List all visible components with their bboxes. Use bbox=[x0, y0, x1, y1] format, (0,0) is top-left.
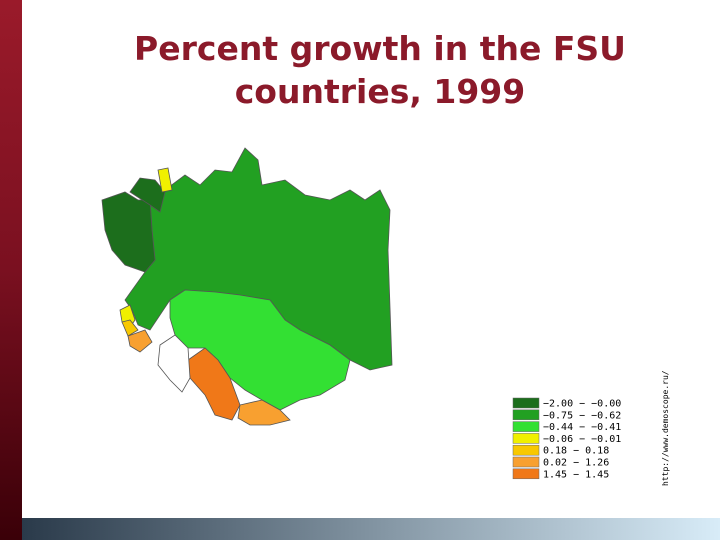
moldova bbox=[121, 319, 139, 337]
legend-label: −0.44 − −0.41 bbox=[543, 422, 621, 433]
karelia bbox=[157, 167, 173, 193]
legend-label: −0.06 − −0.01 bbox=[543, 434, 621, 445]
legend-swatch bbox=[512, 421, 540, 432]
caspian bbox=[157, 334, 191, 393]
legend-label: −2.00 − −0.00 bbox=[543, 399, 621, 410]
legend-label: 1.45 − 1.45 bbox=[543, 469, 609, 480]
legend-label: 0.18 − 0.18 bbox=[543, 446, 609, 457]
baltic-belarus bbox=[101, 191, 156, 273]
legend-swatch bbox=[512, 444, 540, 456]
kazakhstan bbox=[169, 289, 351, 411]
map bbox=[101, 147, 393, 426]
russia bbox=[124, 147, 393, 371]
finland-border bbox=[129, 177, 166, 213]
legend-label: −0.75 − −0.62 bbox=[543, 410, 621, 421]
legend-label: 0.02 − 1.26 bbox=[543, 458, 609, 469]
title-line: countries, 1999 bbox=[235, 72, 525, 111]
legend-swatch bbox=[512, 456, 540, 468]
caucasus bbox=[127, 329, 153, 353]
turkmenistan-uzbekistan bbox=[187, 347, 241, 421]
legend: −2.00 − −0.00−0.75 − −0.62−0.44 − −0.41−… bbox=[512, 397, 621, 480]
kyrgyz-tajik bbox=[237, 399, 291, 426]
title-line: Percent growth in the FSU bbox=[134, 29, 626, 68]
side-bar bbox=[0, 0, 22, 540]
source-url: http://www.demoscope.ru/ bbox=[661, 370, 670, 486]
legend-swatch bbox=[512, 409, 540, 421]
legend-swatch bbox=[512, 433, 540, 444]
legend-swatch bbox=[512, 468, 540, 480]
legend-swatch bbox=[512, 397, 540, 409]
bottom-bar bbox=[22, 518, 720, 540]
